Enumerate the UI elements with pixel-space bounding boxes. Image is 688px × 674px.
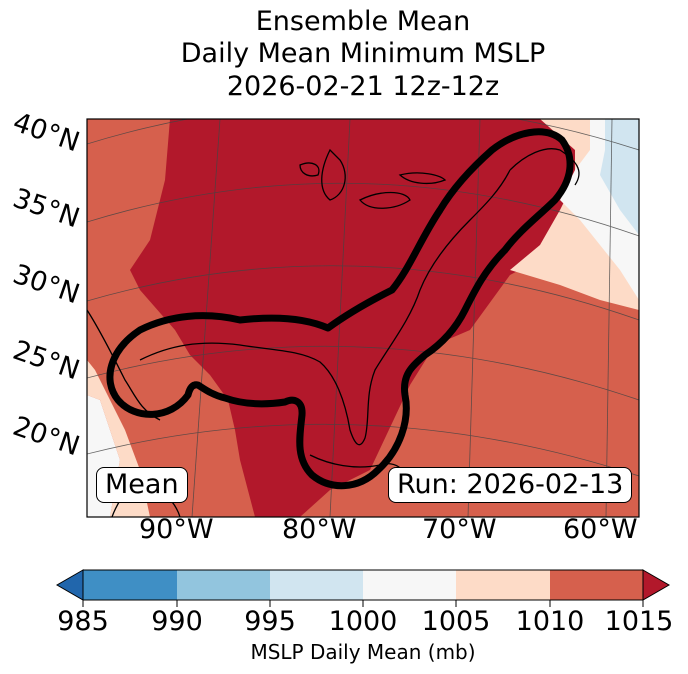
title-line-2: Daily Mean Minimum MSLP — [180, 38, 546, 69]
map-frame — [86, 118, 640, 518]
field-995-1000-ne — [600, 119, 639, 235]
colorbar-bin-1000 — [363, 570, 456, 600]
colorbar-tick-995: 995 — [244, 606, 296, 637]
colorbar-over-arrow — [642, 569, 671, 601]
title-line-3: 2026-02-21 12z-12z — [226, 71, 500, 102]
colorbar-under-arrow — [55, 569, 84, 601]
colorbar-bin-990 — [177, 570, 270, 600]
lon-tick-70w: 70°W — [422, 514, 497, 545]
graticule — [87, 119, 639, 517]
colorbar-tick-1015: 1015 — [604, 606, 674, 637]
colorbar-bin-985 — [83, 570, 177, 600]
lon-tick-80w: 80°W — [282, 514, 357, 545]
lon-tick-60w: 60°W — [563, 514, 638, 545]
field-above-1015 — [130, 119, 605, 517]
mean-badge: Mean — [96, 467, 188, 503]
colorbar-label: MSLP Daily Mean (mb) — [250, 640, 476, 664]
colorbar-bin-1005 — [456, 570, 550, 600]
colorbar-bin-995 — [270, 570, 363, 600]
colorbar-tick-985: 985 — [57, 606, 109, 637]
lon-tick-90w: 90°W — [139, 514, 214, 545]
title-line-1: Ensemble Mean — [255, 6, 471, 37]
colorbar-bin-1010 — [550, 570, 643, 600]
colorbar-tick-990: 990 — [151, 606, 203, 637]
probability-outline — [106, 128, 574, 490]
run-date-badge: Run: 2026-02-13 — [388, 467, 633, 503]
colorbar-tick-1005: 1005 — [421, 606, 491, 637]
colorbar-tick-1000: 1000 — [328, 606, 398, 637]
colorbar-tick-1010: 1010 — [515, 606, 585, 637]
colorbar — [55, 569, 671, 607]
